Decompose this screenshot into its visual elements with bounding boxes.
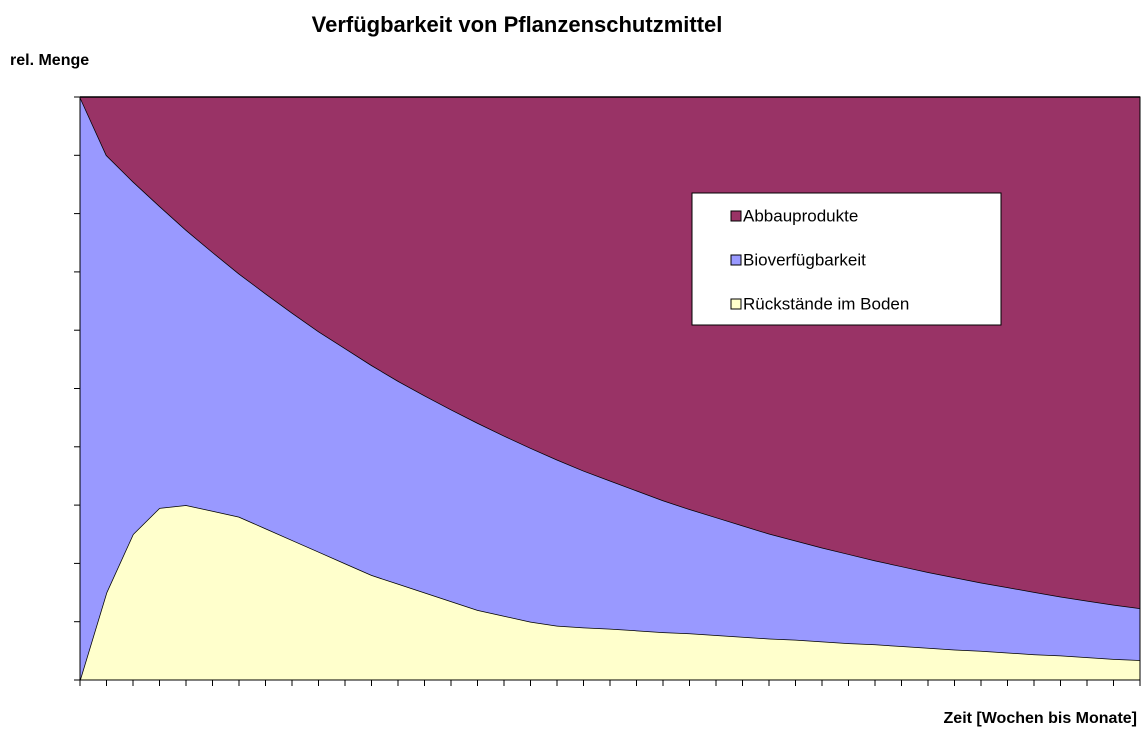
legend-swatch [730, 298, 742, 310]
legend: Abbauprodukte Bioverfügbarkeit Rückstände … [691, 192, 1002, 326]
legend-label: Rückstände im Boden [743, 294, 909, 313]
legend-label: Abbauprodukte [743, 206, 858, 225]
legend-label: Bioverfügbarkeit [743, 250, 866, 269]
legend-swatch [730, 210, 742, 222]
chart-title: Verfügbarkeit von Pflanzenschutzmittel [312, 12, 723, 37]
x-axis-label: Zeit [Wochen bis Monate] [944, 710, 1137, 727]
y-axis-label: rel. Menge [10, 52, 89, 69]
area [80, 505, 1140, 680]
area [80, 97, 1140, 680]
legend-box [691, 192, 1002, 326]
legend-swatch [730, 254, 742, 266]
